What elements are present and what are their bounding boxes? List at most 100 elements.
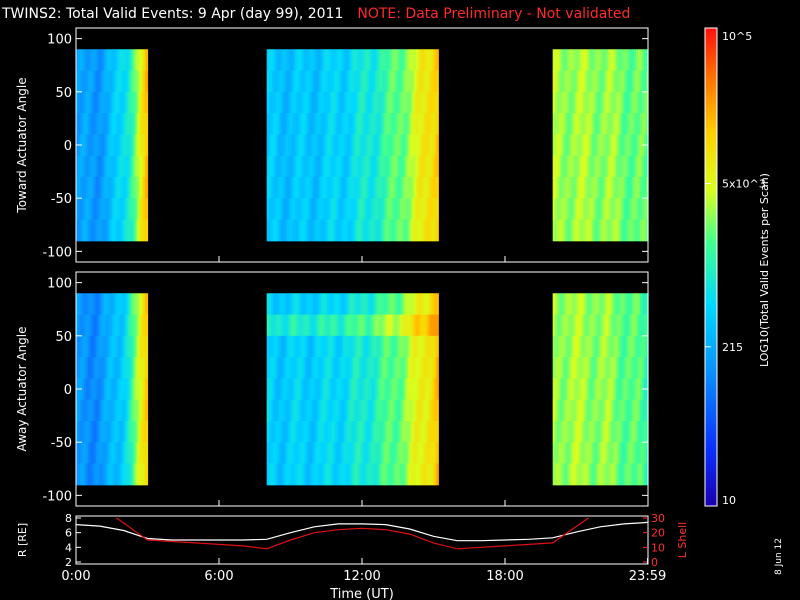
heatmap-cell (288, 198, 292, 221)
heatmap-cell (284, 335, 288, 358)
heatmap-cell (378, 378, 382, 401)
x-tick-label: 12:00 (343, 569, 380, 584)
heatmap-cell (119, 293, 123, 316)
heatmap-cell (352, 420, 356, 443)
heatmap-cell (97, 176, 101, 199)
y-tick-label-right: 20 (651, 527, 665, 540)
heatmap-cell (592, 134, 595, 157)
heatmap-cell (330, 70, 334, 93)
heatmap-cell (344, 335, 348, 358)
heatmap-cell (346, 113, 350, 135)
heatmap-cell (83, 463, 87, 486)
heatmap-cell (406, 314, 409, 337)
heatmap-cell (101, 198, 105, 221)
heatmap-cell (366, 314, 370, 337)
heatmap-cell (268, 314, 272, 337)
heatmap-cell (396, 113, 399, 135)
heatmap-cell (99, 399, 103, 422)
heatmap-cell (558, 219, 562, 242)
heatmap-cell (135, 198, 139, 221)
heatmap-cell (103, 155, 107, 178)
heatmap-cell (574, 314, 578, 337)
heatmap-cell (91, 134, 95, 157)
heatmap-cell (570, 176, 574, 199)
heatmap-cell (111, 91, 115, 114)
heatmap-cell (103, 134, 107, 157)
heatmap-cell (81, 49, 85, 72)
heatmap-cell (390, 219, 393, 242)
heatmap-cell (354, 335, 358, 358)
heatmap-cell (340, 91, 344, 114)
heatmap-cell (115, 49, 119, 72)
heatmap-cell (560, 335, 564, 358)
heatmap-cell (416, 314, 419, 337)
heatmap-cell (584, 91, 588, 114)
heatmap-cell (642, 176, 645, 199)
heatmap-cell (304, 442, 308, 465)
heatmap-cell (272, 378, 276, 401)
heatmap-cell (123, 49, 127, 72)
heatmap-cell (284, 155, 288, 178)
heatmap-cell (111, 134, 115, 157)
heatmap-cell (89, 91, 93, 114)
heatmap-cell (145, 91, 149, 114)
heatmap-cell (378, 91, 382, 114)
heatmap-cell (644, 49, 647, 72)
heatmap-cell (360, 463, 364, 486)
heatmap-cell (123, 420, 127, 443)
heatmap-cell (324, 399, 328, 422)
heatmap-cell (284, 70, 288, 93)
heatmap-cell (105, 113, 109, 135)
heatmap-cell (141, 442, 145, 465)
heatmap-cell (324, 463, 328, 486)
heatmap-cell (83, 378, 87, 401)
heatmap-cell (610, 378, 613, 401)
heatmap-cell (318, 155, 322, 178)
heatmap-cell (85, 378, 89, 401)
heatmap-cell (324, 314, 328, 337)
heatmap-cell (612, 49, 615, 72)
heatmap-cell (374, 420, 378, 443)
heatmap-cell (95, 314, 99, 337)
heatmap-cell (618, 420, 621, 443)
heatmap-cell (586, 198, 590, 221)
heatmap-cell (286, 399, 290, 422)
heatmap-cell (282, 463, 286, 486)
heatmap-cell (332, 176, 336, 199)
heatmap-cell (616, 293, 619, 316)
heatmap-cell (616, 198, 619, 221)
heatmap-cell (358, 176, 362, 199)
heatmap-cell (600, 155, 603, 178)
heatmap-cell (314, 219, 318, 242)
heatmap-cell (596, 420, 599, 443)
heatmap-cell (101, 49, 105, 72)
heatmap-cell (612, 91, 615, 114)
heatmap-cell (298, 198, 302, 221)
heatmap-cell (296, 91, 300, 114)
heatmap-cell (376, 113, 380, 135)
heatmap-cell (640, 463, 643, 486)
heatmap-cell (129, 155, 133, 178)
heatmap-cell (570, 70, 574, 93)
heatmap-cell (93, 463, 97, 486)
heatmap-cell (346, 420, 350, 443)
heatmap-cell (430, 420, 433, 443)
heatmap-cell (284, 357, 288, 379)
heatmap-cell (320, 198, 324, 221)
heatmap-cell (101, 378, 105, 401)
heatmap-cell (634, 442, 637, 465)
heatmap-cell (320, 335, 324, 358)
heatmap-cell (117, 113, 121, 135)
heatmap-cell (364, 49, 368, 72)
heatmap-cell (406, 219, 409, 242)
heatmap-cell (314, 399, 318, 422)
heatmap-cell (382, 49, 385, 72)
heatmap-cell (330, 314, 334, 337)
heatmap-cell (572, 420, 576, 443)
x-tick-label: 18:00 (486, 569, 523, 584)
heatmap-cell (590, 378, 593, 401)
heatmap-cell (580, 378, 584, 401)
heatmap-cell (568, 442, 572, 465)
heatmap-cell (570, 314, 574, 337)
heatmap-cell (410, 198, 413, 221)
